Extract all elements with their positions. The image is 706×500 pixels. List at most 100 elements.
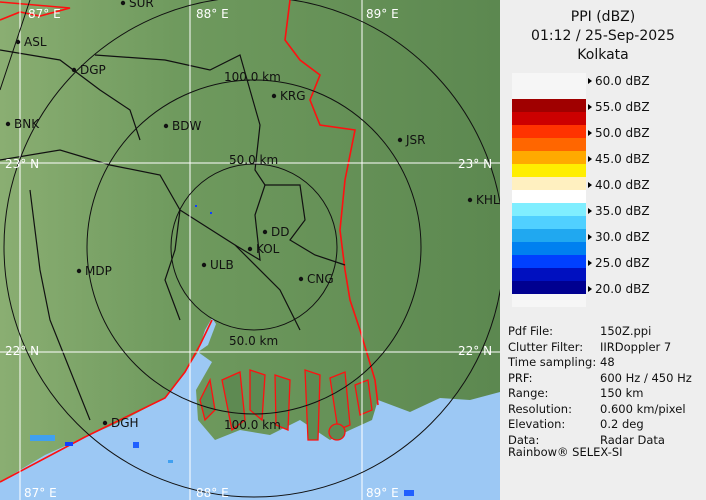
city-label-mdp: MDP bbox=[85, 264, 112, 278]
info-row: Resolution: 0.600 km/pixel bbox=[508, 401, 686, 416]
lon-label-89: 89° E bbox=[366, 7, 399, 21]
info-value: 48 bbox=[600, 355, 615, 369]
color-swatch bbox=[512, 216, 586, 229]
info-value: 600 Hz / 450 Hz bbox=[600, 370, 692, 385]
city-dot-asl bbox=[15, 39, 21, 45]
city-label-krg: KRG bbox=[280, 89, 306, 103]
info-row: PRF: 600 Hz / 450 Hz bbox=[508, 370, 692, 385]
lat-lon-grid bbox=[0, 0, 500, 500]
info-value: 0.600 km/pixel bbox=[600, 401, 686, 416]
info-row: Elevation: 0.2 deg bbox=[508, 417, 644, 431]
info-value: 150Z.ppi bbox=[600, 324, 652, 338]
radar-echoes bbox=[30, 205, 414, 496]
city-dot-mdp bbox=[76, 268, 82, 274]
scale-label: 55.0 dBZ bbox=[588, 100, 650, 114]
city-dot-kol bbox=[247, 246, 253, 252]
city-dot-ulb bbox=[201, 262, 207, 268]
range-labels: 100.0 km 50.0 km 50.0 km 100.0 km bbox=[224, 70, 281, 432]
city-label-jsr: JSR bbox=[405, 133, 426, 147]
scale-label: 50.0 dBZ bbox=[588, 126, 650, 140]
info-key: Pdf File: bbox=[508, 324, 554, 338]
info-key: Data: bbox=[508, 432, 540, 447]
city-label-asl: ASL bbox=[24, 35, 47, 49]
info-key: Elevation: bbox=[508, 417, 566, 431]
lat-label-23-right: 23° N bbox=[458, 157, 492, 171]
radar-map-svg: 87° E 88° E 89° E 87° E 88° E 89° E 23° … bbox=[0, 0, 500, 500]
ring-label-100-top: 100.0 km bbox=[224, 70, 281, 84]
city-label-khl: KHL bbox=[476, 193, 500, 207]
color-swatch bbox=[512, 151, 586, 164]
scale-label: 35.0 dBZ bbox=[588, 204, 650, 218]
river-hooghly bbox=[198, 318, 216, 352]
color-swatch bbox=[512, 203, 586, 216]
sea-area bbox=[0, 352, 500, 500]
credit: Rainbow® SELEX-SI bbox=[508, 445, 623, 459]
lon-label-89-bottom: 89° E bbox=[366, 486, 399, 500]
color-swatch bbox=[512, 86, 586, 99]
city-dot-dgh bbox=[102, 420, 108, 426]
city-label-sur: SUR bbox=[129, 0, 154, 10]
product-title: PPI (dBZ) bbox=[570, 9, 636, 25]
city-dot-khl bbox=[467, 197, 473, 203]
city-dot-dgp bbox=[71, 67, 77, 73]
city-label-dgh: DGH bbox=[111, 416, 139, 430]
info-row: Time sampling: 48 bbox=[508, 355, 615, 369]
lon-label-87: 87° E bbox=[28, 7, 61, 21]
city-label-bnk: BNK bbox=[14, 117, 40, 131]
city-dot-bdw bbox=[163, 123, 169, 129]
city-label-cng: CNG bbox=[307, 272, 334, 286]
datetime: 01:12 / 25-Sep-2025 bbox=[531, 28, 675, 44]
legend-panel: PPI (dBZ) 01:12 / 25-Sep-2025 Kolkata 60… bbox=[500, 0, 706, 500]
info-value: IIRDoppler 7 bbox=[600, 339, 672, 354]
city-dot-jsr bbox=[397, 137, 403, 143]
city-label-kol: KOL bbox=[256, 242, 280, 256]
scale-label: 45.0 dBZ bbox=[588, 152, 650, 166]
color-swatch bbox=[512, 294, 586, 307]
city-dot-cng bbox=[298, 276, 304, 282]
range-rings bbox=[0, 0, 500, 498]
scale-label: 20.0 dBZ bbox=[588, 282, 650, 296]
color-swatch bbox=[512, 268, 586, 281]
city-label-dd: DD bbox=[271, 225, 289, 239]
color-swatch bbox=[512, 177, 586, 190]
info-row: Range: 150 km bbox=[508, 386, 643, 400]
info-key: Time sampling: bbox=[508, 355, 597, 369]
radar-map: 87° E 88° E 89° E 87° E 88° E 89° E 23° … bbox=[0, 0, 500, 500]
scale-label: 60.0 dBZ bbox=[588, 74, 650, 88]
info-row: Data: Radar Data bbox=[508, 432, 665, 447]
lat-label-22-right: 22° N bbox=[458, 344, 492, 358]
scale-label: 40.0 dBZ bbox=[588, 178, 650, 192]
city-dot-dd bbox=[262, 229, 268, 235]
scale-label: 30.0 dBZ bbox=[588, 230, 650, 244]
color-swatch bbox=[512, 242, 586, 255]
lat-label-22: 22° N bbox=[5, 344, 39, 358]
color-swatch bbox=[512, 138, 586, 151]
city-label-bdw: BDW bbox=[172, 119, 201, 133]
color-swatch bbox=[512, 112, 586, 125]
city-dot-sur bbox=[120, 0, 126, 6]
sundarbans-outlines bbox=[199, 369, 373, 441]
color-swatch bbox=[512, 190, 586, 203]
lat-label-23: 23° N bbox=[5, 157, 39, 171]
color-swatch bbox=[512, 125, 586, 138]
ring-label-100-bottom: 100.0 km bbox=[224, 418, 281, 432]
color-swatch bbox=[512, 281, 586, 294]
info-value: Radar Data bbox=[600, 432, 665, 447]
color-swatch bbox=[512, 164, 586, 177]
lon-label-88-bottom: 88° E bbox=[196, 486, 229, 500]
info-row: Clutter Filter: IIRDoppler 7 bbox=[508, 339, 671, 354]
ring-label-50-top: 50.0 km bbox=[229, 153, 278, 167]
info-value: 150 km bbox=[600, 386, 644, 400]
info-key: Clutter Filter: bbox=[508, 339, 584, 354]
info-key: PRF: bbox=[508, 370, 533, 385]
lon-label-87-bottom: 87° E bbox=[24, 486, 57, 500]
city-label-ulb: ULB bbox=[210, 258, 234, 272]
color-swatch bbox=[512, 255, 586, 268]
site-name: Kolkata bbox=[577, 47, 629, 63]
info-key: Resolution: bbox=[508, 401, 572, 416]
color-swatch bbox=[512, 99, 586, 112]
info-value: 0.2 deg bbox=[600, 417, 644, 431]
city-dot-bnk bbox=[5, 121, 11, 127]
city-markers: SUR ASL DGP BNK BDW KRG JSR KHL DD KOL ULB MDP CNG DG… bbox=[5, 0, 500, 430]
color-swatch bbox=[512, 73, 586, 86]
